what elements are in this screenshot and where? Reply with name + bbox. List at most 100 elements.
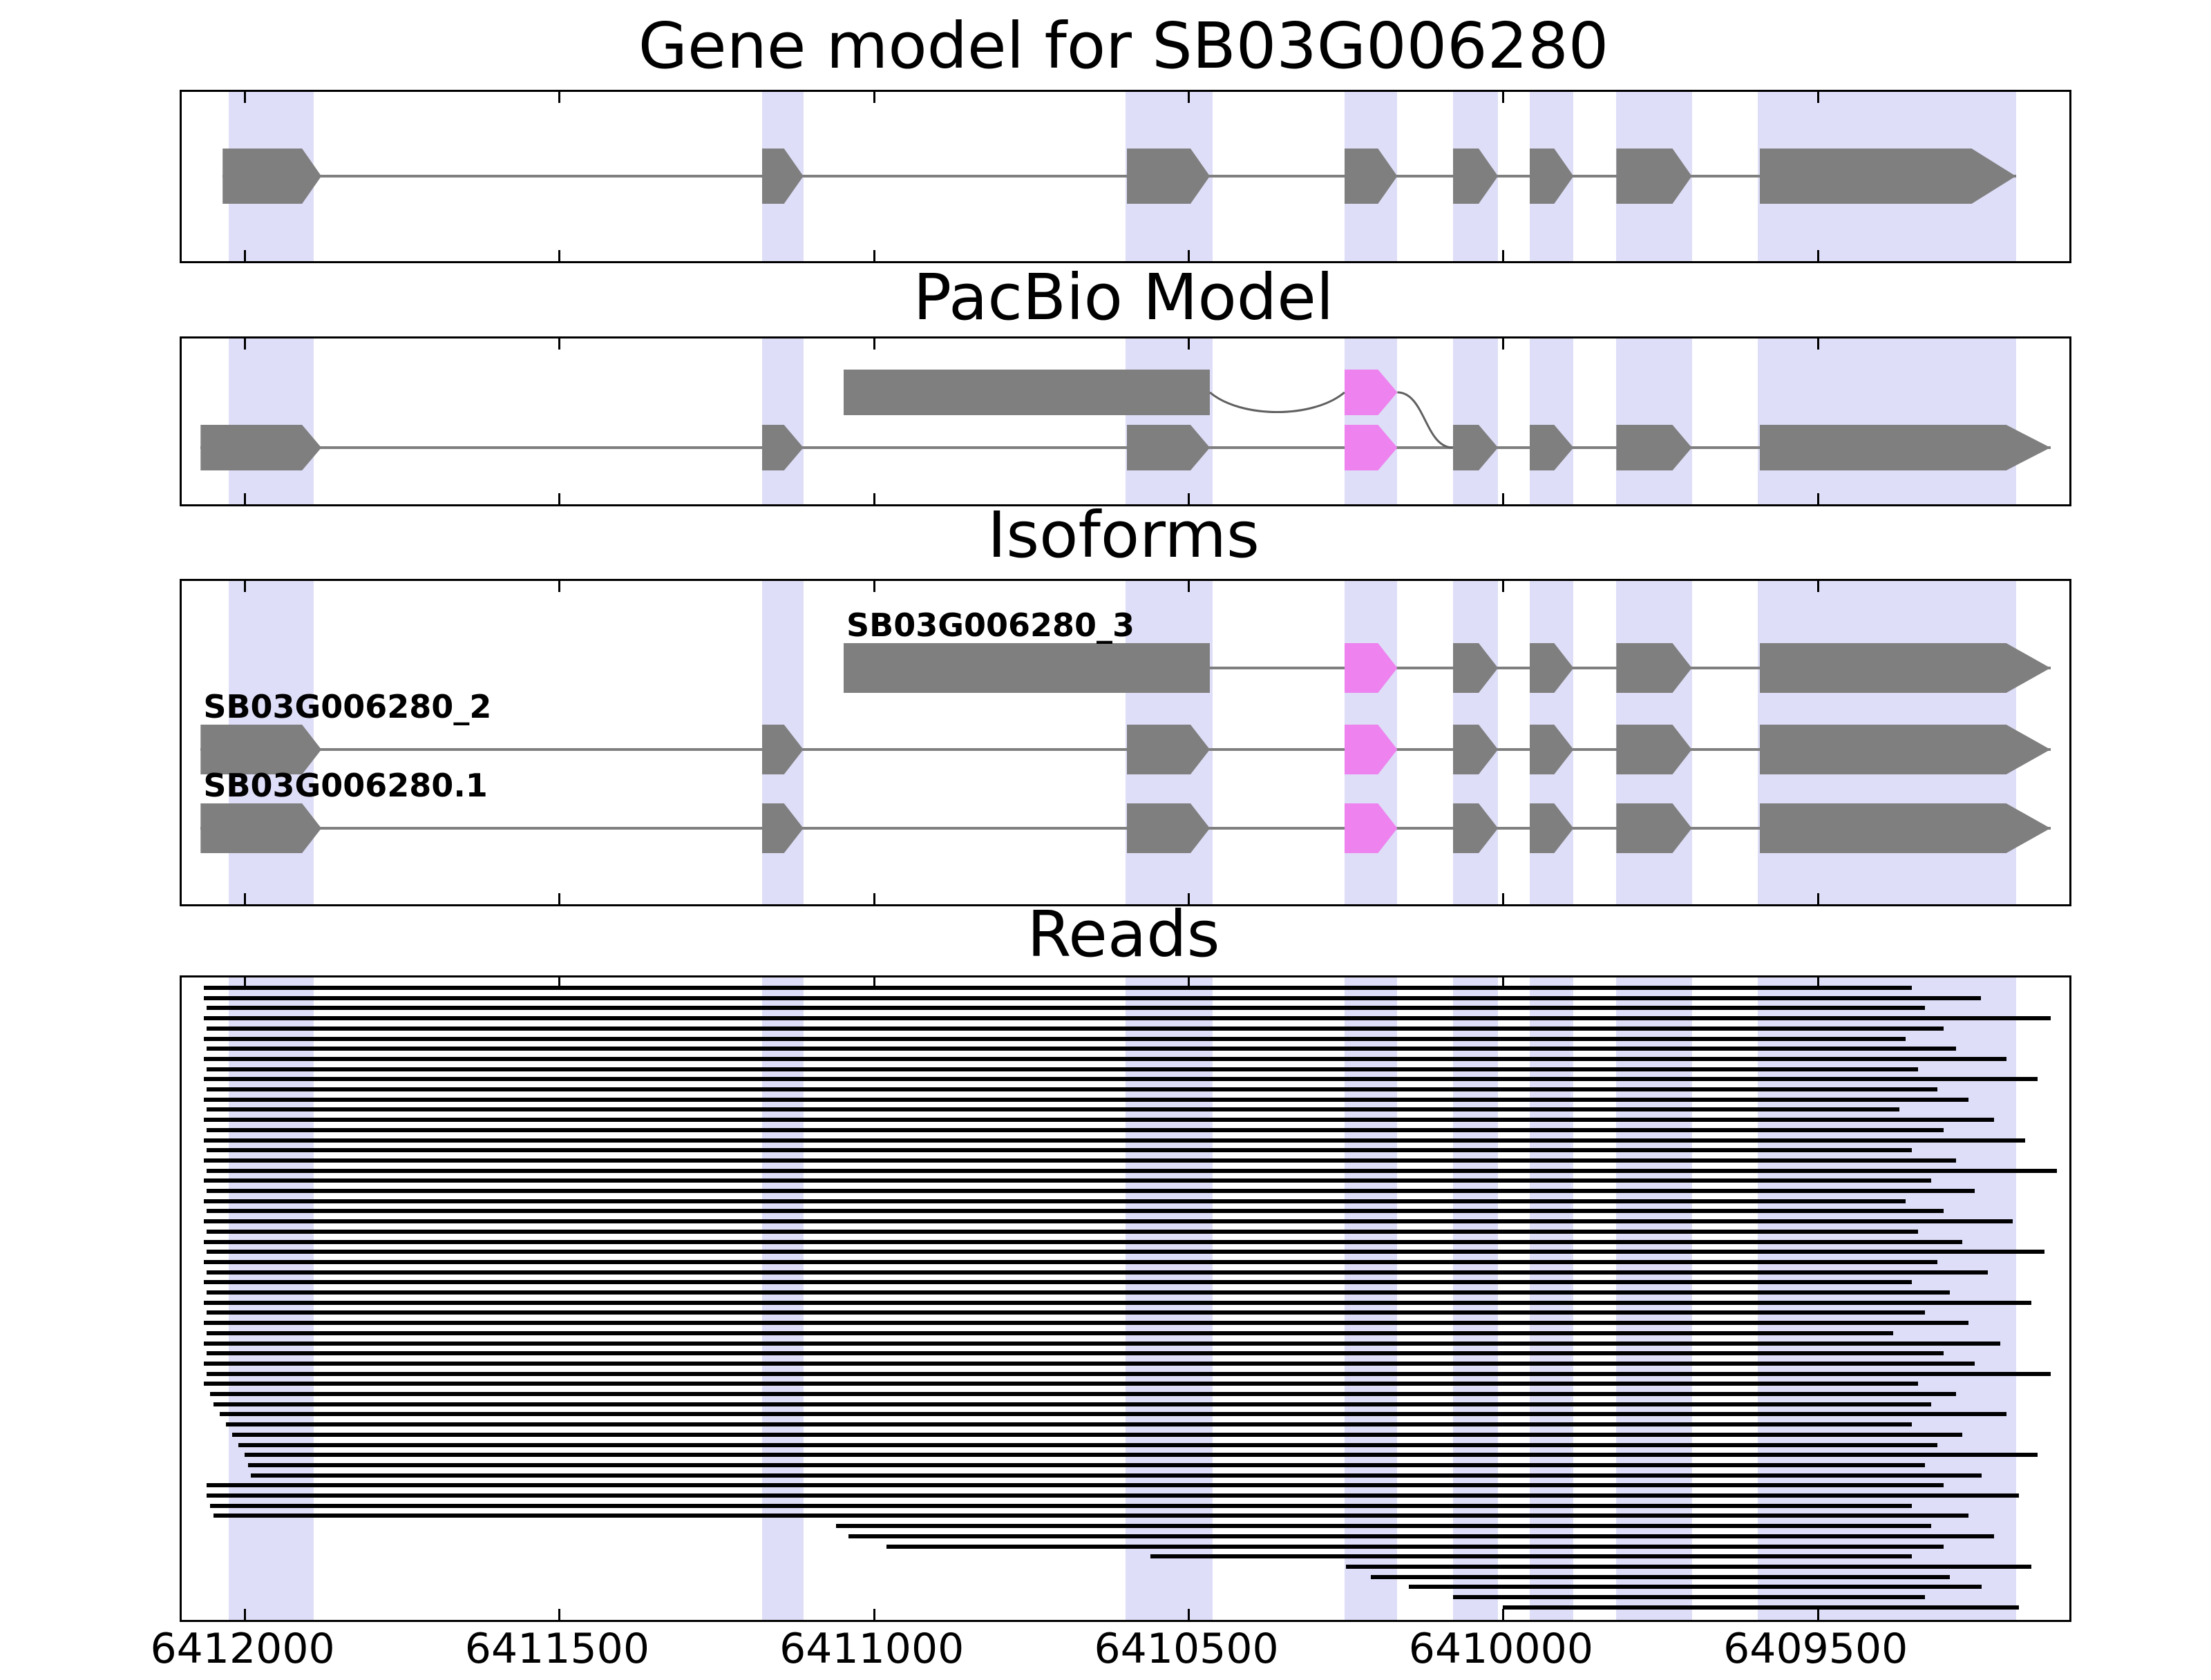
exon [1760,425,2051,470]
axis-tick [244,493,247,504]
read-line [231,1432,1963,1437]
axis-tick [1816,581,1819,592]
axis-tick [558,977,561,989]
axis-tick [1188,977,1190,989]
panel-gene-model [180,90,2071,263]
exon [200,725,321,774]
axis-tick [873,977,875,989]
read-line [207,1087,1937,1091]
read-line [213,1514,1969,1518]
exon [222,149,321,204]
highlight-band [1452,338,1499,504]
axis-tick [1502,893,1505,904]
highlight-band [1529,338,1574,504]
read-line [207,1107,1900,1112]
read-line [203,986,1913,990]
read-line [1345,1564,2032,1569]
read-line [203,1361,1975,1366]
panel-isoforms: SB03G006280_3 SB03G006280_2 SB03G006280.1 [180,579,2071,906]
read-line [207,1310,1925,1315]
read-line [225,1422,1913,1427]
isoform-label: SB03G006280_2 [203,688,492,725]
x-tick-label: 6409500 [1723,1625,1908,1673]
axis-tick [1188,493,1190,504]
x-tick-label: 6411000 [779,1625,965,1673]
read-line [251,1473,1982,1478]
axis-tick [1816,1609,1819,1620]
read-line [207,1209,1944,1214]
axis-tick [1502,92,1505,103]
axis-tick [558,893,561,904]
read-line [203,1158,1957,1163]
read-line [1371,1574,1950,1579]
read-line [207,1168,2057,1173]
read-line [203,1219,2013,1224]
highlight-band [1529,977,1574,1620]
read-line [209,1503,1913,1508]
read-line [207,1351,1944,1356]
read-line [203,1382,1919,1386]
intron-line [200,446,2051,449]
axis-tick [1188,581,1190,592]
axis-tick [1816,493,1819,504]
read-line [207,1483,1944,1488]
x-tick-label: 6410500 [1094,1625,1279,1673]
read-line [207,1493,2020,1498]
read-line [203,1138,2026,1143]
intron-line [200,827,2051,830]
read-line [238,1442,1937,1447]
exon [1127,803,1210,853]
read-line [207,1006,1925,1011]
x-tick-label: 6410000 [1408,1625,1593,1673]
highlight-band [1126,338,1213,504]
read-line [886,1544,1944,1549]
read-line [207,1250,2044,1254]
highlight-band [1344,977,1398,1620]
read-line [209,1392,1957,1396]
read-line [203,1199,1906,1203]
read-line [203,1300,2032,1305]
axis-tick [1188,338,1190,350]
axis-tick [1502,1609,1505,1620]
axis-tick [244,92,247,103]
isoform-label: SB03G006280_3 [846,607,1135,644]
axis-tick [1502,493,1505,504]
highlight-band [1758,977,2016,1620]
exon [200,803,321,853]
read-line [1452,1595,1925,1599]
exon [200,425,321,470]
read-line [203,1178,1931,1183]
axis-tick [1188,250,1190,261]
read-line [203,1239,1963,1244]
highlight-band [761,977,804,1620]
x-axis-labels: 6412000 6411500 6411000 6410500 6410000 64095… [0,1625,2211,1680]
axis-tick [558,581,561,592]
highlight-band [229,338,314,504]
read-line [836,1524,1931,1529]
axis-tick [1816,250,1819,261]
axis-tick [244,893,247,904]
read-line [203,1036,1906,1041]
read-line [207,1026,1944,1031]
read-line [203,1321,1969,1326]
x-tick-label: 6412000 [150,1625,335,1673]
axis-tick [873,581,875,592]
axis-tick [1188,92,1190,103]
read-line [1408,1585,1982,1590]
axis-tick [1188,1609,1190,1620]
exon [1127,149,1210,204]
panel-title-isoforms: Isoforms [987,498,1260,572]
highlight-band [1126,977,1213,1620]
read-line [203,1097,1969,1102]
axis-tick [1816,338,1819,350]
read-line [207,1290,1950,1295]
axis-tick [244,250,247,261]
highlight-band [761,338,804,504]
intron-line [222,175,2016,178]
read-line [848,1534,1994,1538]
axis-tick [1502,581,1505,592]
axis-tick [873,338,875,350]
isoform-label: SB03G006280.1 [203,767,488,804]
x-tick-label: 6411500 [464,1625,649,1673]
